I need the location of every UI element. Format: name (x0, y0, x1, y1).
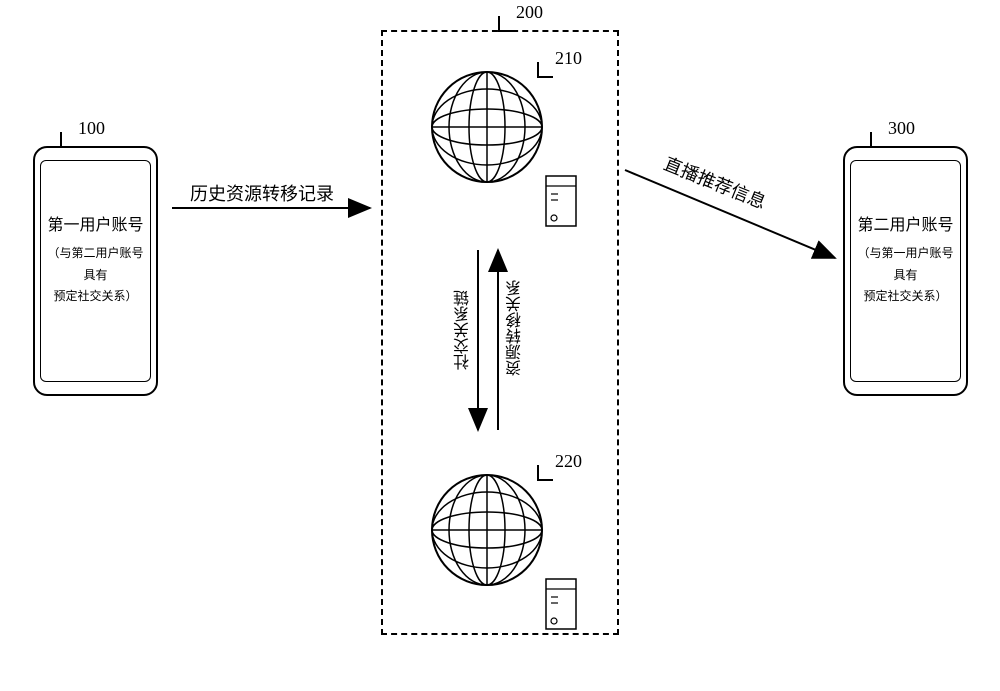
flow-label-up: 资源转移关系 (504, 280, 528, 376)
flow-label-left: 历史资源转移记录 (190, 180, 334, 206)
flow-label-right: 直播推荐信息 (660, 150, 770, 215)
ref-label-210: 210 (555, 48, 582, 69)
ref-tick-210 (537, 62, 553, 78)
ref-tick-200 (498, 16, 514, 32)
phone-left-sub1: （与第二用户账号 (41, 243, 150, 265)
phone-right-title: 第二用户账号 (851, 211, 960, 235)
phone-left-title: 第一用户账号 (41, 211, 150, 235)
diagram-canvas: 第一用户账号 （与第二用户账号 具有 预定社交关系） 第二用户账号 （与第一用户… (0, 0, 1000, 691)
phone-right-inner: 第二用户账号 （与第一用户账号 具有 预定社交关系） (850, 160, 961, 382)
phone-left-sub2: 具有 (41, 265, 150, 287)
ref-label-100: 100 (78, 118, 105, 139)
server-group-box (381, 30, 619, 635)
phone-right-sub1: （与第一用户账号 (851, 243, 960, 265)
flow-label-down: 社交关系链 (452, 290, 476, 370)
phone-right-sub2: 具有 (851, 265, 960, 287)
phone-left-inner: 第一用户账号 （与第二用户账号 具有 预定社交关系） (40, 160, 151, 382)
ref-label-200: 200 (516, 2, 543, 23)
ref-tick-100 (60, 132, 76, 148)
ref-label-300: 300 (888, 118, 915, 139)
phone-right-sub3: 预定社交关系） (851, 286, 960, 308)
ref-label-220: 220 (555, 451, 582, 472)
ref-tick-300 (870, 132, 886, 148)
ref-tick-220 (537, 465, 553, 481)
phone-left-sub3: 预定社交关系） (41, 286, 150, 308)
